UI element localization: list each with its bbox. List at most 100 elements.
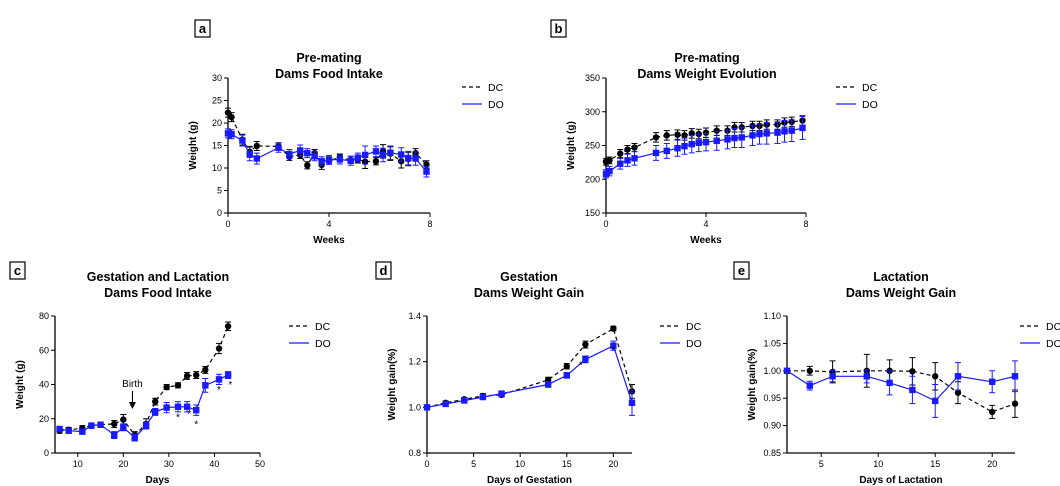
- birth-arrow-head: [128, 402, 136, 409]
- data-point-do: [174, 403, 182, 410]
- data-point-dc: [163, 383, 170, 391]
- y-tick-label: 20: [212, 118, 222, 128]
- y-tick-label: 60: [39, 345, 49, 355]
- data-point-do: [336, 156, 344, 163]
- x-axis-label: Weeks: [313, 235, 345, 246]
- chart-panel-c: c Gestation and Lactation Dams Food Intake…: [9, 261, 331, 486]
- data-point-do: [563, 372, 570, 379]
- y-tick-label: 350: [585, 73, 600, 83]
- x-tick-label: 20: [987, 459, 997, 469]
- x-tick-label: 20: [608, 459, 618, 469]
- chart-title: Gestation and Lactation: [87, 270, 229, 284]
- y-tick-label: 0.95: [763, 393, 781, 403]
- x-axis-label: Days of Gestation: [487, 475, 572, 486]
- data-point-do: [239, 137, 246, 144]
- data-point-do: [286, 150, 293, 158]
- data-point-dc: [674, 131, 681, 138]
- data-point-do: [781, 128, 788, 135]
- chart-title: Lactation: [873, 270, 929, 284]
- chart-panel-e: e Lactation Dams Weight Gain 0.85 0.90 0.95 1.…: [733, 261, 1060, 486]
- data-point-dc: [932, 373, 939, 380]
- panel-label-box: [375, 261, 392, 280]
- significance-marker: *: [176, 412, 180, 423]
- chart-title: Pre-mating: [296, 51, 361, 65]
- data-point-do: [56, 425, 63, 433]
- data-point-dc: [174, 382, 182, 389]
- y-axis-label: Weight (g): [566, 121, 577, 170]
- y-axis-label: Weight gain(%): [747, 348, 758, 420]
- x-tick-label: 10: [73, 459, 83, 469]
- series-line-dc: [426, 327, 633, 408]
- x-axis-label: Weeks: [690, 235, 722, 246]
- data-point-do: [863, 373, 870, 380]
- legend-label-do: DO: [488, 99, 504, 111]
- y-tick-label: 1.4: [408, 311, 421, 321]
- data-point-do: [631, 155, 638, 162]
- data-point-do: [354, 154, 361, 161]
- data-point-do: [989, 378, 996, 385]
- data-point-dc: [702, 129, 710, 136]
- panel-label-box: [9, 261, 26, 280]
- data-point-dc: [152, 398, 159, 405]
- data-point-do: [246, 150, 253, 158]
- chart-panel-a: a Pre-mating Dams Food Intake 0 5 10 15 20 25 30 0…: [188, 19, 504, 246]
- series-line-do: [227, 132, 427, 172]
- data-point-do: [423, 168, 430, 175]
- series-line-do: [786, 370, 1016, 402]
- significance-marker: *: [579, 361, 583, 372]
- data-point-dc: [606, 157, 613, 164]
- data-point-dc: [617, 150, 624, 157]
- x-tick-label: 15: [930, 459, 940, 469]
- panel-label: e: [738, 263, 745, 278]
- data-point-do: [311, 153, 318, 160]
- data-point-do: [628, 399, 636, 406]
- data-point-do: [325, 156, 333, 164]
- y-tick-label: 80: [39, 311, 49, 321]
- y-tick-label: 1.2: [408, 357, 421, 367]
- data-point-do: [423, 404, 431, 411]
- chart-title: Gestation: [500, 270, 558, 284]
- data-point-do: [405, 154, 412, 162]
- data-point-dc: [631, 144, 638, 151]
- y-tick-label: 15: [212, 141, 222, 151]
- data-point-do: [275, 144, 282, 151]
- data-point-do: [224, 371, 232, 379]
- data-point-dc: [713, 127, 720, 134]
- x-tick-label: 0: [603, 219, 608, 229]
- y-tick-label: 1.05: [763, 338, 781, 348]
- data-point-dc: [253, 142, 260, 150]
- x-tick-label: 8: [803, 219, 808, 229]
- data-point-do: [318, 158, 325, 165]
- data-point-dc: [681, 132, 688, 139]
- data-point-do: [731, 134, 738, 142]
- data-point-do: [224, 130, 232, 137]
- data-point-do: [297, 147, 304, 154]
- panel-label-box: [733, 261, 750, 280]
- x-axis-label: Days: [146, 475, 170, 486]
- data-point-do: [387, 149, 394, 156]
- data-point-dc: [120, 416, 127, 423]
- x-tick-label: 15: [562, 459, 572, 469]
- data-point-do: [674, 145, 681, 152]
- chart-subtitle: Dams Food Intake: [104, 286, 212, 300]
- panel-label-box: [194, 19, 211, 38]
- panel-label-box: [550, 19, 567, 38]
- data-point-do: [954, 373, 962, 380]
- x-tick-label: 0: [424, 459, 429, 469]
- data-point-do: [1011, 373, 1019, 380]
- data-point-dc: [582, 341, 589, 348]
- chart-panel-d: d Gestation Dams Weight Gain 0.8 1.0 1.2 1.4 0 5…: [375, 261, 702, 486]
- data-point-dc: [224, 323, 232, 330]
- y-tick-label: 40: [39, 380, 49, 390]
- data-point-dc: [215, 345, 223, 352]
- y-tick-label: 300: [585, 107, 600, 117]
- data-point-dc: [663, 132, 670, 139]
- x-tick-label: 8: [427, 219, 432, 229]
- data-point-do: [79, 428, 86, 435]
- data-point-do: [749, 132, 756, 139]
- y-tick-label: 0: [217, 208, 222, 218]
- panel-label: d: [380, 263, 388, 278]
- x-tick-label: 5: [471, 459, 476, 469]
- data-point-dc: [228, 113, 235, 121]
